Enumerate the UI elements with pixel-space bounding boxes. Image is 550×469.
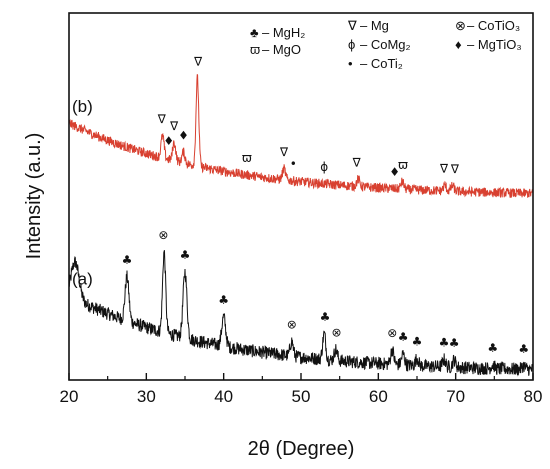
series-a-marker-6: ⊗ [332, 326, 342, 340]
legend-text-5: – CoTiO₃ [467, 18, 520, 33]
x-tick-label-70: 70 [446, 387, 465, 406]
legend-symbol-6: ♦ [455, 37, 462, 52]
series-a-marker-3: ♣ [218, 293, 229, 307]
x-tick-label-80: 80 [524, 387, 543, 406]
series-b-marker-8: ϕ [320, 160, 328, 174]
legend-symbol-0: ♣ [250, 25, 259, 40]
x-axis-title: 2θ (Degree) [248, 438, 355, 460]
series-label-b: (b) [72, 97, 93, 116]
series-b-marker-3: ♦ [163, 134, 174, 148]
legend-symbol-2: ∇ [347, 18, 357, 33]
series-a-marker-12: ♣ [487, 341, 498, 355]
legend-symbol-1: ϖ [250, 42, 260, 57]
series-a-marker-9: ♣ [412, 334, 423, 348]
legend-text-6: – MgTiO₃ [467, 37, 522, 52]
legend-text-3: – CoMg₂ [360, 37, 411, 52]
peak-markers: ♣⊗♣♣⊗♣⊗ ⊗ ♣ ♣ ♣ ♣ ♣ ♣∇ ∇∇♦ ♦ϖ ∇• ϕ ∇♦ϖ ∇ ∇ [122, 54, 529, 356]
legend-symbol-5: ⊗ [455, 18, 466, 33]
legend-text-4: – CoTi₂ [360, 56, 403, 71]
series-a-marker-1: ⊗ [158, 228, 168, 242]
series-line-1 [68, 74, 534, 198]
series-b-marker-13: ∇ [450, 162, 460, 176]
series-b-marker-9: ∇ [352, 155, 362, 169]
x-tick-label-40: 40 [214, 387, 233, 406]
x-axis-ticks: 20 30 40 50 60 70 80 [60, 373, 543, 406]
series-b-marker-1: ∇ [169, 119, 179, 133]
series-a-marker-7: ⊗ [387, 326, 397, 340]
series-b-marker-12: ∇ [439, 162, 449, 176]
series-a-marker-10: ♣ [439, 336, 450, 350]
series-a-marker-11: ♣ [449, 336, 460, 350]
legend-symbol-4: • [348, 56, 353, 71]
series-a-marker-4: ⊗ [287, 318, 297, 332]
x-tick-label-60: 60 [369, 387, 388, 406]
series-b-marker-2: ∇ [193, 54, 203, 68]
legend-symbol-3: ϕ [348, 37, 355, 52]
x-tick-label-50: 50 [292, 387, 311, 406]
legend-text-2: – Mg [360, 18, 389, 33]
series-a-marker-2: ♣ [180, 248, 191, 262]
series-layer: (a) (b) [68, 74, 534, 377]
series-a-marker-13: ♣ [518, 342, 529, 356]
x-tick-label-20: 20 [60, 387, 79, 406]
series-label-a: (a) [72, 270, 93, 289]
series-a-marker-8: ♣ [398, 330, 409, 344]
series-b-marker-5: ϖ [242, 151, 252, 165]
legend-text-0: – MgH₂ [262, 25, 305, 40]
series-b-marker-0: ∇ [157, 112, 167, 126]
series-b-marker-4: ♦ [178, 128, 189, 142]
y-axis-title: Intensity (a.u.) [23, 133, 45, 260]
series-a-marker-0: ♣ [122, 253, 133, 267]
series-b-marker-7: • [290, 157, 297, 171]
x-tick-label-30: 30 [137, 387, 156, 406]
series-b-marker-11: ϖ [398, 158, 408, 172]
series-b-marker-10: ♦ [389, 165, 400, 179]
series-line-0 [68, 250, 534, 377]
series-b-marker-6: ∇ [279, 145, 289, 159]
series-a-marker-5: ♣ [320, 310, 331, 324]
legend-text-1: – MgO [262, 42, 301, 57]
